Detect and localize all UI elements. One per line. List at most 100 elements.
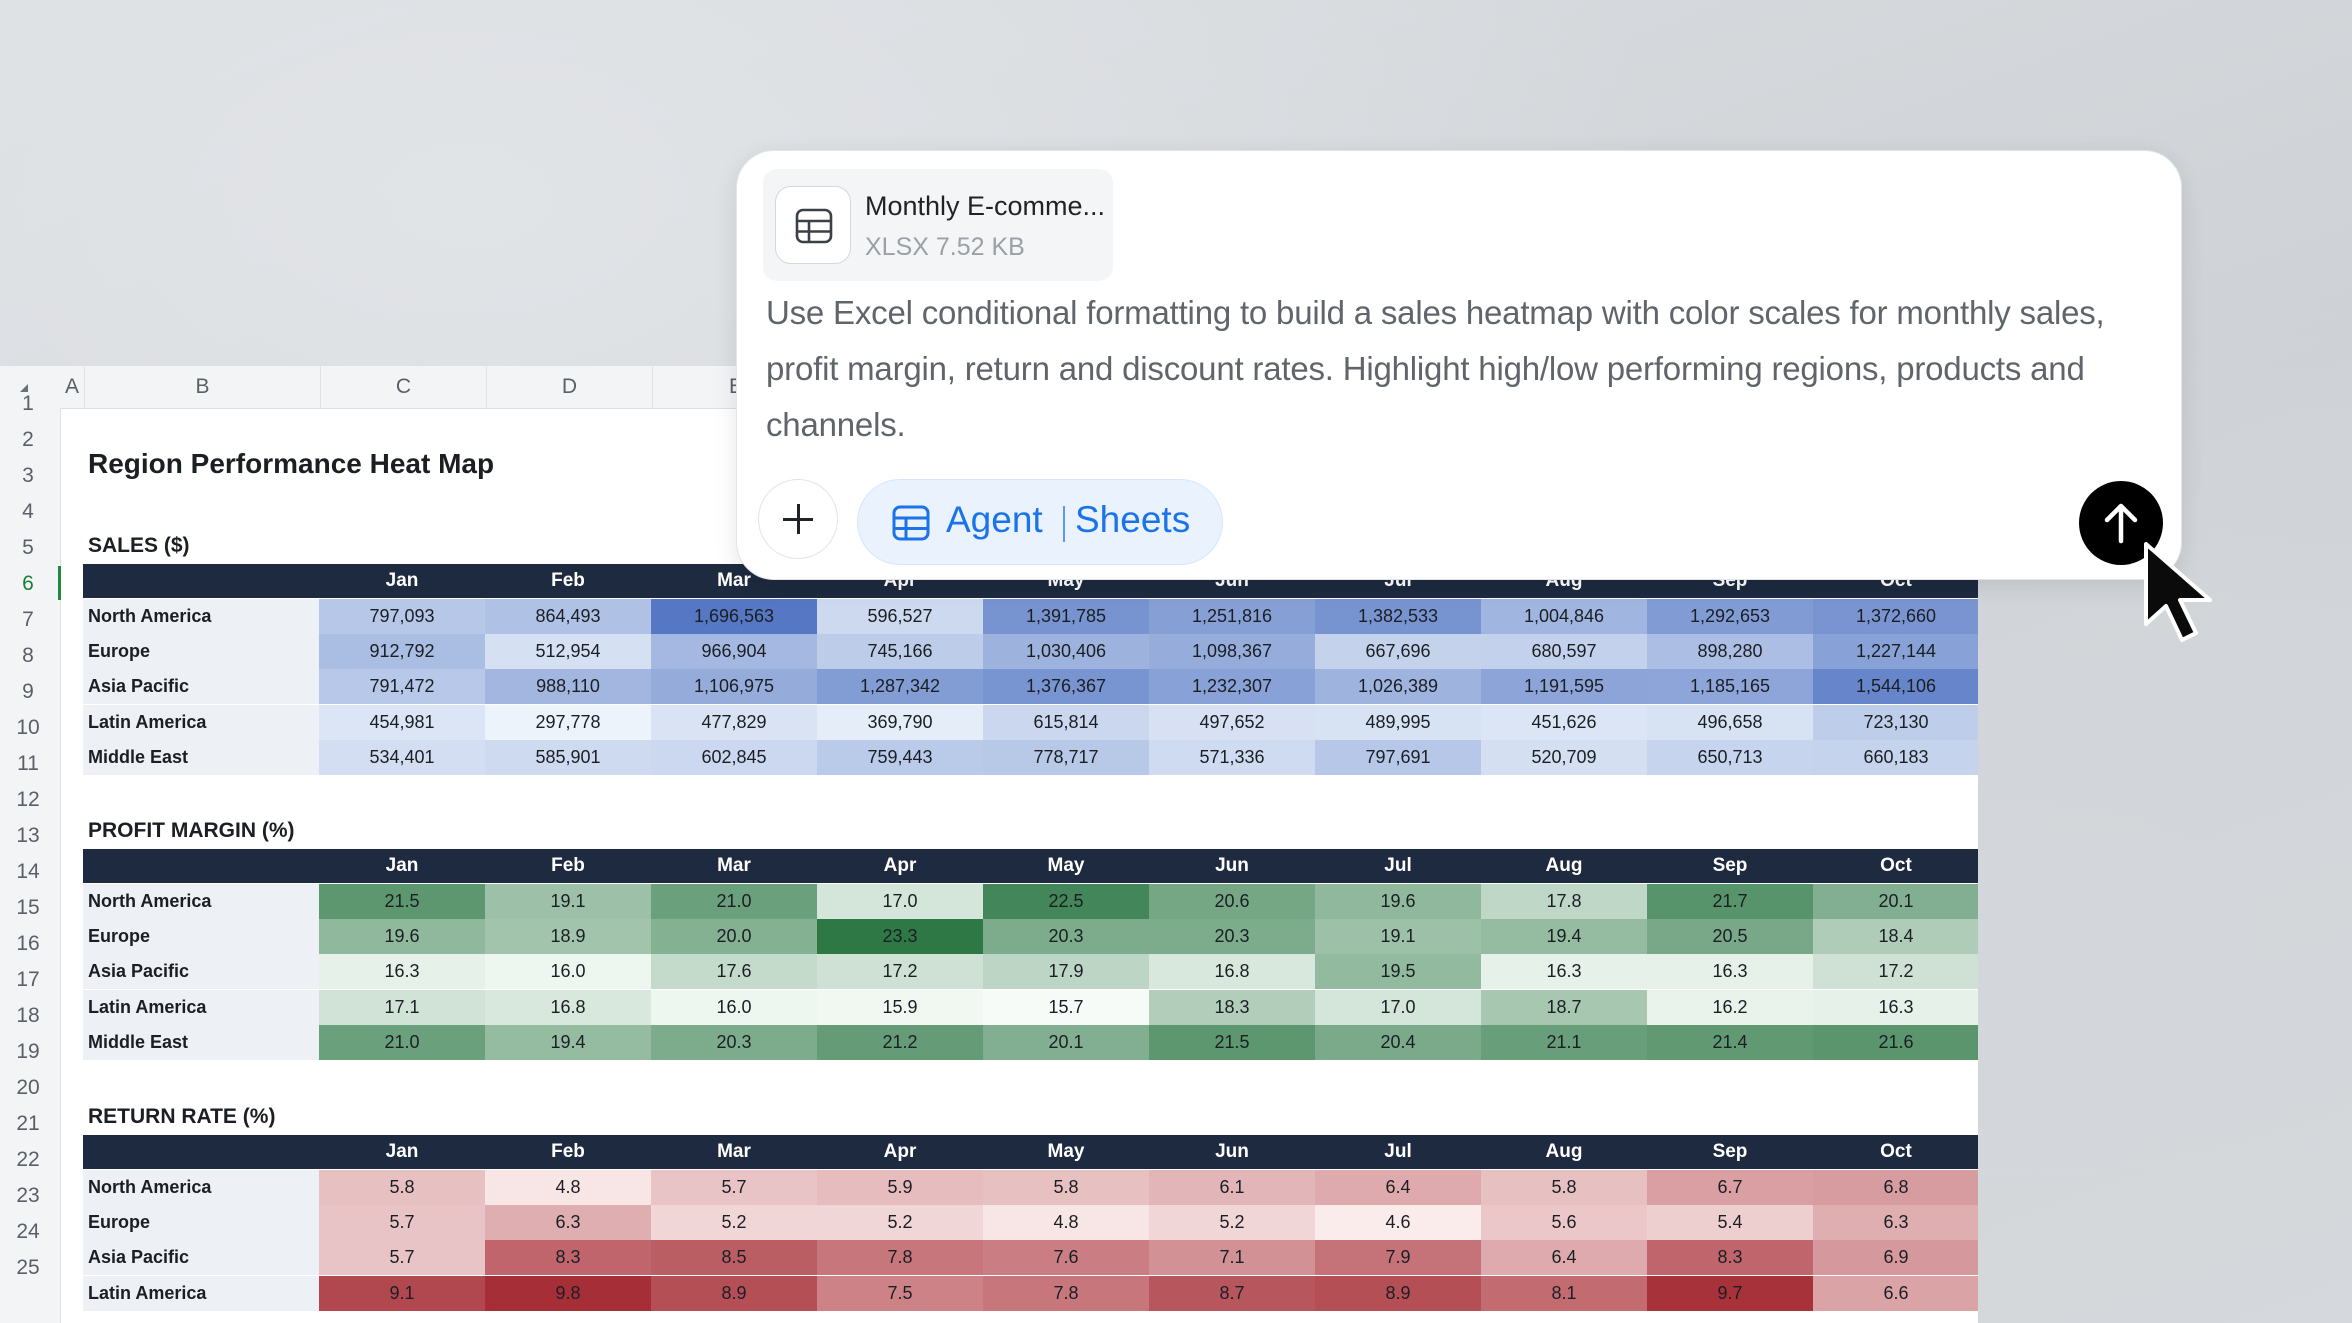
- heatmap-cell[interactable]: 5.2: [651, 1205, 817, 1241]
- heatmap-cell[interactable]: 1,004,846: [1481, 599, 1647, 634]
- heatmap-cell[interactable]: 17.6: [651, 954, 817, 990]
- heatmap-cell[interactable]: 660,183: [1813, 739, 1978, 775]
- heatmap-cell[interactable]: 1,098,367: [1149, 634, 1315, 670]
- heatmap-cell[interactable]: 21.1: [1481, 1024, 1647, 1060]
- heatmap-cell[interactable]: 18.7: [1481, 989, 1647, 1025]
- row-header-8[interactable]: 8: [22, 644, 34, 667]
- prompt-text[interactable]: Use Excel conditional formatting to buil…: [766, 294, 2105, 443]
- heatmap-cell[interactable]: 20.3: [983, 919, 1149, 955]
- heatmap-cell[interactable]: 7.9: [1315, 1240, 1481, 1276]
- region-label[interactable]: Middle East: [83, 739, 319, 775]
- month-header[interactable]: Oct: [1880, 855, 1912, 876]
- heatmap-cell[interactable]: 21.7: [1647, 884, 1813, 919]
- heatmap-cell[interactable]: 16.0: [485, 954, 651, 990]
- heatmap-cell[interactable]: 602,845: [651, 739, 817, 775]
- heatmap-cell[interactable]: 9.8: [485, 1275, 651, 1311]
- heatmap-cell[interactable]: 20.4: [1315, 1024, 1481, 1060]
- heatmap-cell[interactable]: 369,790: [817, 704, 983, 740]
- heatmap-cell[interactable]: 1,030,406: [983, 634, 1149, 670]
- column-header-b[interactable]: B: [85, 366, 321, 408]
- row-header-12[interactable]: 12: [16, 788, 40, 811]
- heatmap-cell[interactable]: 21.0: [651, 884, 817, 919]
- heatmap-cell[interactable]: 489,995: [1315, 704, 1481, 740]
- heatmap-cell[interactable]: 1,106,975: [651, 669, 817, 705]
- row-header-19[interactable]: 19: [16, 1040, 40, 1063]
- row-header-24[interactable]: 24: [16, 1220, 40, 1243]
- heatmap-cell[interactable]: 17.1: [319, 989, 485, 1025]
- heatmap-cell[interactable]: 1,544,106: [1813, 669, 1978, 705]
- month-header[interactable]: Jan: [385, 570, 419, 591]
- row-header-25[interactable]: 25: [16, 1256, 40, 1279]
- heatmap-cell[interactable]: 19.5: [1315, 954, 1481, 990]
- heatmap-cell[interactable]: 8.7: [1149, 1275, 1315, 1311]
- heatmap-cell[interactable]: 1,382,533: [1315, 599, 1481, 634]
- heatmap-cell[interactable]: 7.1: [1149, 1240, 1315, 1276]
- heatmap-cell[interactable]: 17.8: [1481, 884, 1647, 919]
- heatmap-cell[interactable]: 1,227,144: [1813, 634, 1978, 670]
- heatmap-cell[interactable]: 7.5: [817, 1275, 983, 1311]
- heatmap-cell[interactable]: 864,493: [485, 599, 651, 634]
- heatmap-cell[interactable]: 17.0: [817, 884, 983, 919]
- column-header-a[interactable]: A: [60, 366, 85, 408]
- heatmap-cell[interactable]: 9.1: [319, 1275, 485, 1311]
- heatmap-cell[interactable]: 8.3: [485, 1240, 651, 1276]
- heatmap-cell[interactable]: 1,232,307: [1149, 669, 1315, 705]
- region-label[interactable]: Europe: [83, 634, 319, 670]
- heatmap-cell[interactable]: 8.9: [1315, 1275, 1481, 1311]
- row-header-6[interactable]: 6: [22, 572, 34, 595]
- heatmap-cell[interactable]: 19.6: [319, 919, 485, 955]
- heatmap-cell[interactable]: 21.2: [817, 1024, 983, 1060]
- heatmap-cell[interactable]: 512,954: [485, 634, 651, 670]
- heatmap-cell[interactable]: 680,597: [1481, 634, 1647, 670]
- month-header[interactable]: Mar: [717, 855, 751, 876]
- heatmap-cell[interactable]: 17.2: [817, 954, 983, 990]
- row-header-3[interactable]: 3: [22, 464, 34, 487]
- heatmap-cell[interactable]: 4.8: [983, 1205, 1149, 1241]
- heatmap-cell[interactable]: 16.8: [1149, 954, 1315, 990]
- row-header-11[interactable]: 11: [17, 752, 39, 775]
- heatmap-cell[interactable]: 1,185,165: [1647, 669, 1813, 705]
- heatmap-cell[interactable]: 21.4: [1647, 1024, 1813, 1060]
- heatmap-cell[interactable]: 988,110: [485, 669, 651, 705]
- region-label[interactable]: Asia Pacific: [83, 1240, 319, 1276]
- agent-sheets-mode-button[interactable]: Agent Sheets: [857, 479, 1223, 565]
- heatmap-cell[interactable]: 745,166: [817, 634, 983, 670]
- month-header[interactable]: Feb: [551, 570, 585, 591]
- region-label[interactable]: Asia Pacific: [83, 954, 319, 990]
- month-header[interactable]: Mar: [717, 570, 751, 591]
- heatmap-cell[interactable]: 723,130: [1813, 704, 1978, 740]
- row-header-10[interactable]: 10: [16, 716, 40, 739]
- month-header[interactable]: Jun: [1215, 855, 1249, 876]
- heatmap-cell[interactable]: 7.8: [817, 1240, 983, 1276]
- heatmap-cell[interactable]: 16.3: [1813, 989, 1978, 1025]
- select-all-corner[interactable]: [0, 366, 60, 408]
- heatmap-cell[interactable]: 1,376,367: [983, 669, 1149, 705]
- heatmap-cell[interactable]: 477,829: [651, 704, 817, 740]
- file-attachment[interactable]: Monthly E-comme... XLSX 7.52 KB: [763, 169, 1113, 281]
- heatmap-cell[interactable]: 17.0: [1315, 989, 1481, 1025]
- heatmap-cell[interactable]: 797,093: [319, 599, 485, 634]
- month-header[interactable]: Sep: [1712, 1141, 1748, 1162]
- heatmap-cell[interactable]: 16.2: [1647, 989, 1813, 1025]
- month-header[interactable]: Oct: [1880, 1141, 1912, 1162]
- heatmap-cell[interactable]: 19.1: [1315, 919, 1481, 955]
- heatmap-cell[interactable]: 596,527: [817, 599, 983, 634]
- heatmap-cell[interactable]: 1,292,653: [1647, 599, 1813, 634]
- heatmap-cell[interactable]: 19.4: [485, 1024, 651, 1060]
- heatmap-cell[interactable]: 20.0: [651, 919, 817, 955]
- heatmap-cell[interactable]: 5.7: [319, 1205, 485, 1241]
- row-header-21[interactable]: 21: [16, 1112, 40, 1135]
- region-label[interactable]: Latin America: [83, 989, 319, 1025]
- region-label[interactable]: Europe: [83, 919, 319, 955]
- month-header[interactable]: Apr: [883, 1141, 917, 1162]
- heatmap-cell[interactable]: 497,652: [1149, 704, 1315, 740]
- heatmap-cell[interactable]: 22.5: [983, 884, 1149, 919]
- heatmap-cell[interactable]: 778,717: [983, 739, 1149, 775]
- heatmap-cell[interactable]: 18.3: [1149, 989, 1315, 1025]
- heatmap-cell[interactable]: 297,778: [485, 704, 651, 740]
- heatmap-cell[interactable]: 4.6: [1315, 1205, 1481, 1241]
- heatmap-cell[interactable]: 6.6: [1813, 1275, 1978, 1311]
- heatmap-cell[interactable]: 534,401: [319, 739, 485, 775]
- heatmap-cell[interactable]: 5.9: [817, 1170, 983, 1205]
- heatmap-cell[interactable]: 6.8: [1813, 1170, 1978, 1205]
